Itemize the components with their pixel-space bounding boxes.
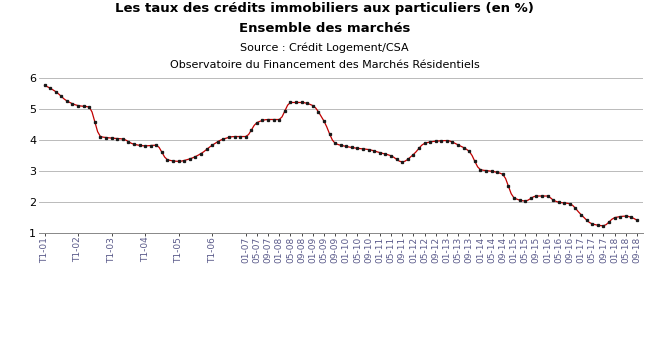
Text: Ensemble des marchés: Ensemble des marchés [239, 22, 410, 35]
Text: Source : Crédit Logement/CSA: Source : Crédit Logement/CSA [240, 43, 409, 53]
Text: Observatoire du Financement des Marchés Résidentiels: Observatoire du Financement des Marchés … [169, 60, 480, 70]
Text: Les taux des crédits immobiliers aux particuliers (en %): Les taux des crédits immobiliers aux par… [115, 2, 534, 15]
